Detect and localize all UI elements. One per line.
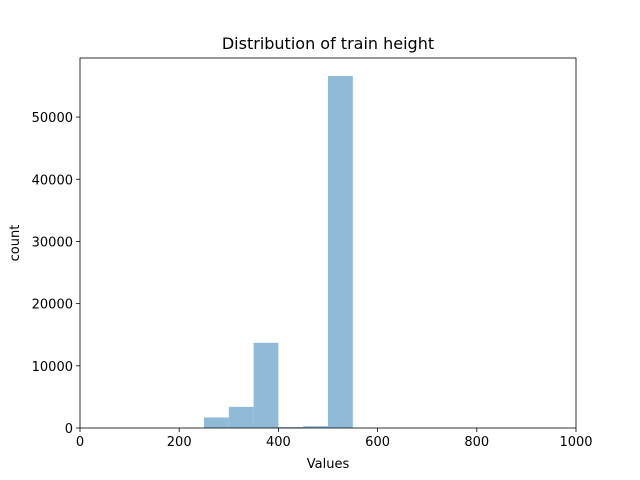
- x-tick-label-0: 0: [76, 435, 84, 450]
- bars-group: [204, 76, 353, 428]
- histogram-bar-1: [228, 406, 254, 428]
- x-tick-label-5: 1000: [559, 435, 592, 450]
- histogram-bar-2: [253, 342, 279, 428]
- y-tick-label-3: 30000: [32, 235, 73, 250]
- x-tick-label-2: 400: [266, 435, 291, 450]
- histogram-bar-5: [328, 76, 353, 428]
- x-tick-label-1: 200: [167, 435, 192, 450]
- y-axis-ticks: 0 10000 20000 30000 40000 50000: [32, 111, 80, 437]
- y-tick-label-1: 10000: [32, 360, 73, 375]
- histogram-bar-0: [204, 417, 229, 428]
- y-axis-label: count: [8, 225, 23, 262]
- y-tick-label-0: 0: [65, 422, 73, 437]
- y-tick-label-4: 40000: [32, 173, 73, 188]
- x-tick-label-3: 600: [365, 435, 390, 450]
- chart-title: Distribution of train height: [222, 34, 434, 53]
- x-axis-label: Values: [307, 457, 350, 472]
- y-tick-label-5: 50000: [32, 111, 73, 126]
- y-tick-label-2: 20000: [32, 298, 73, 313]
- histogram-bar-3: [278, 427, 304, 428]
- plot-area-frame: [79, 57, 577, 429]
- x-tick-label-4: 800: [464, 435, 489, 450]
- x-axis-ticks: 0 200 400 600 800 1000: [76, 428, 593, 450]
- histogram-bar-4: [303, 426, 328, 428]
